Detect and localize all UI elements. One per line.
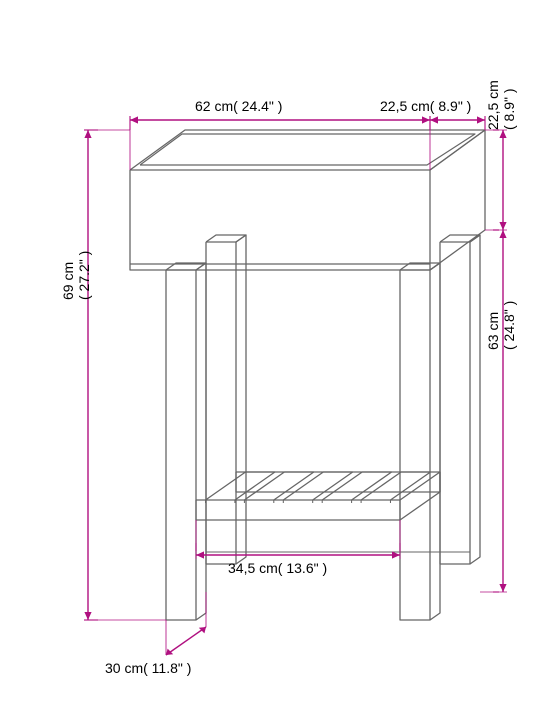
dim-label-bottom-depth: 30 cm( 11.8" ) bbox=[105, 660, 191, 676]
dim-label-left-total-h: 69 cm( 27.2" ) bbox=[60, 251, 92, 300]
dim-label-top-depth: 22,5 cm( 8.9" ) bbox=[380, 98, 471, 114]
dim-label-right-leg-h: 63 cm( 24.8" ) bbox=[485, 301, 517, 350]
dim-label-top-width: 62 cm( 24.4" ) bbox=[195, 98, 282, 114]
technical-diagram: 62 cm( 24.4" ) 22,5 cm( 8.9" ) 22,5 cm( … bbox=[0, 0, 540, 720]
dim-label-right-box-h: 22,5 cm( 8.9" ) bbox=[485, 80, 517, 130]
dim-label-shelf-width: 34,5 cm( 13.6" ) bbox=[228, 560, 327, 576]
